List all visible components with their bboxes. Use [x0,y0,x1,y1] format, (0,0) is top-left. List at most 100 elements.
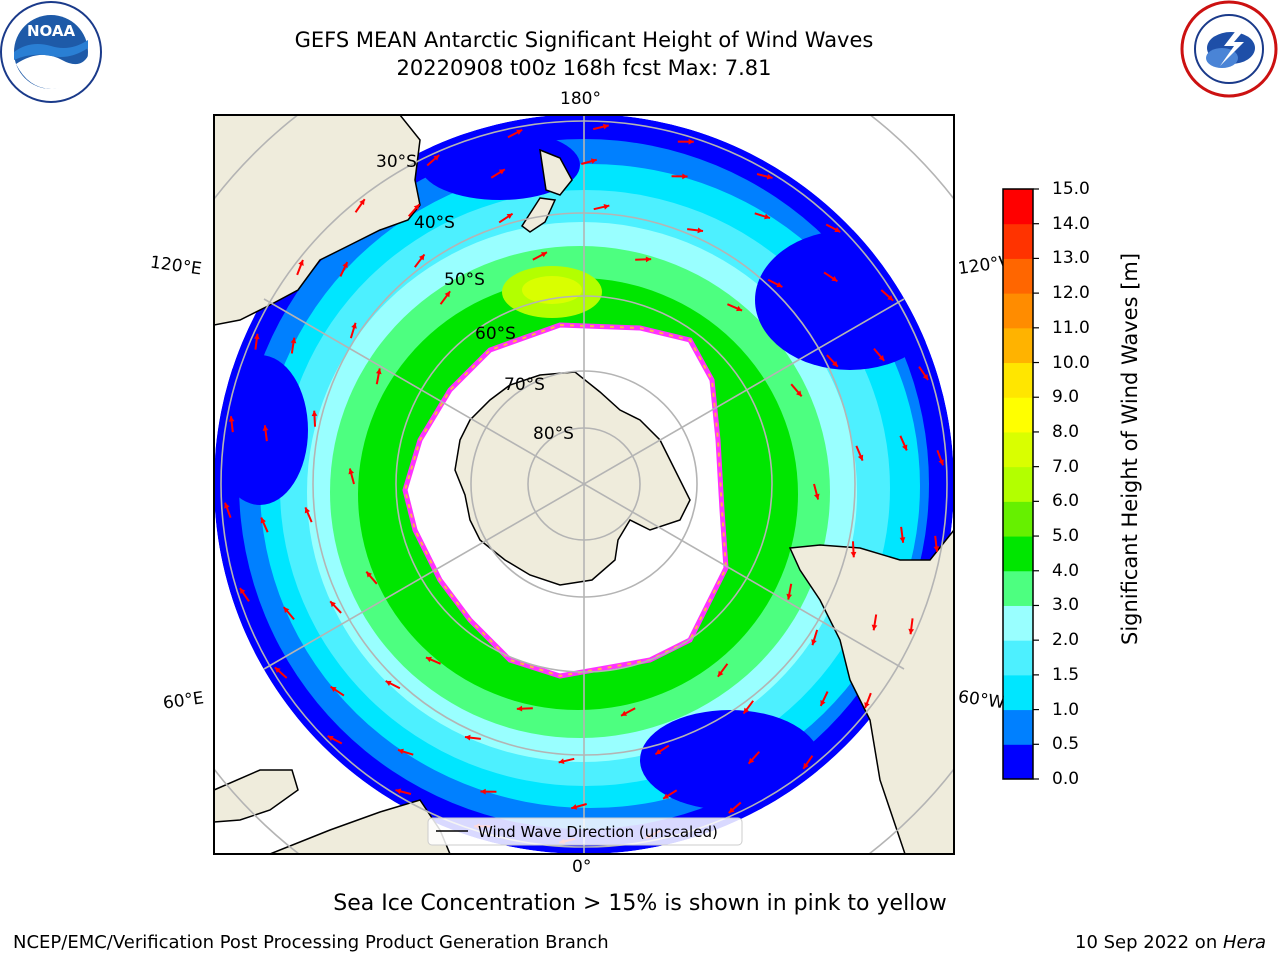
wave-arrow-head [834,226,841,233]
noaa-logo-text: NOAA [27,22,76,40]
footer-date-text: 10 Sep 2022 on [1075,932,1223,953]
footer-credit: NCEP/EMC/Verification Post Processing Pr… [13,932,609,953]
wave-arrow-head [764,213,771,220]
wave-arrow-head [697,227,704,234]
wave-arrow-head [796,390,802,397]
wave-arrow-head [590,158,597,164]
footer-host: Hera [1222,932,1266,953]
wave-arrow-head [464,734,471,741]
label-lat-40s: 40°S [414,213,455,233]
wave-arrow-head [413,204,420,211]
wave-arrow-head [922,373,929,380]
wave-arrow-head [682,173,688,180]
colorbar-segment [1003,189,1033,225]
wave-arrow-head [803,762,809,769]
south-america-land [788,528,954,854]
label-lat-50s: 50°S [444,270,485,290]
label-lat-60s: 60°S [475,324,516,344]
wave-arrow-head [933,546,940,552]
wave-arrow-head [766,173,773,180]
wave-arrow-head [571,804,578,810]
sea-ice-caption: Sea Ice Concentration > 15% is shown in … [333,891,947,916]
wave-arrow-head [902,444,908,451]
wave-arrow-head [366,571,372,578]
wave-arrow-head [688,138,694,145]
nws-logo-icon [1180,0,1278,98]
wave-arrow-head [397,748,404,755]
australia-land [214,115,421,326]
wave-arrow-head [736,305,743,312]
wave-arrow-head [228,416,235,422]
wave-arrow-head [938,459,944,466]
wave-arrow-head [786,593,793,600]
wave-arrow-head [832,360,838,367]
colorbar-tick-label: 1.5 [1052,664,1080,685]
wave-arrow-head [558,758,565,765]
wave-arrow-head [253,333,260,340]
wave-arrow-head [899,537,906,543]
wave-arrow-head [342,262,348,269]
colorbar-segment [1003,605,1033,641]
colorbar-segment [1003,397,1033,433]
wave-arrow-head [433,154,440,161]
chart-subtitle: 20220908 t00z 168h fcst Max: 7.81 [396,56,772,80]
new-zealand-land [520,148,573,233]
wave-arrow-head [776,282,783,288]
wave-arrow-head [330,686,337,693]
map-legend: Wind Wave Direction (unscaled) [427,817,743,846]
wave-arrow-head [283,607,290,614]
colorbar-segment [1003,362,1033,398]
colorbar-tick-label: 10.0 [1052,352,1090,373]
colorbar-segment [1003,674,1033,711]
wave-arrow-head [813,493,820,500]
colorbar-tick-label: 8.0 [1052,421,1080,442]
wave-arrow-head [811,639,817,646]
colorbar-tick-label: 3.0 [1052,595,1080,616]
wave-arrow-head [602,123,609,130]
colorbar-tick-label: 0.5 [1052,734,1080,755]
wave-arrow-head [516,705,523,712]
colorbar-segment [1003,640,1033,676]
wave-arrow-head [864,702,870,709]
colorbar-segment [1003,327,1033,364]
colorbar-tick-label: 9.0 [1052,387,1080,408]
wave-arrow-head [395,788,402,795]
footer-date: 10 Sep 2022 on Hera [1075,932,1266,954]
wave-arrow-head [540,252,547,258]
colorbar-segment [1003,709,1033,745]
map-frame [213,114,955,855]
wave-arrow-head [359,199,365,206]
colorbar-segment [1003,744,1033,780]
wind-wave-arrows [224,123,944,845]
wave-arrow-head [239,588,246,595]
colorbar-tick-label: 15.0 [1052,179,1090,199]
wave-arrow-head [498,169,505,175]
wave-arrow-head [621,710,628,716]
wave-arrow-head [385,680,392,686]
wave-arrow-head [298,259,304,266]
antarctica-land [454,371,691,586]
wave-arrow-head [418,254,425,261]
wave-arrow-head [887,294,894,301]
colorbar-segment [1003,258,1033,294]
wave-arrow-head [850,551,857,558]
colorbar-tick-label: 7.0 [1052,456,1080,477]
colorbar-tick-label: 6.0 [1052,491,1080,512]
colorbar-tick-label: 11.0 [1052,317,1090,338]
label-0: 0° [572,857,592,877]
label-lat-80s: 80°S [533,424,574,444]
wave-arrow-head [351,322,357,329]
colorbar-segment [1003,466,1033,502]
colorbar-segment [1003,293,1033,329]
colorbar-segment [1003,501,1033,537]
colorbar-tick-label: 12.0 [1052,283,1090,304]
colorbar-tick-label: 14.0 [1052,213,1090,234]
colorbar-label: Significant Height of Wind Waves [m] [1118,252,1142,645]
graticule [214,115,954,854]
wave-arrow-head [857,454,864,461]
wave-arrow-head [645,256,652,263]
wave-arrow-head [728,807,735,814]
label-lat-30s: 30°S [376,152,417,172]
wave-arrow-head [260,517,266,524]
